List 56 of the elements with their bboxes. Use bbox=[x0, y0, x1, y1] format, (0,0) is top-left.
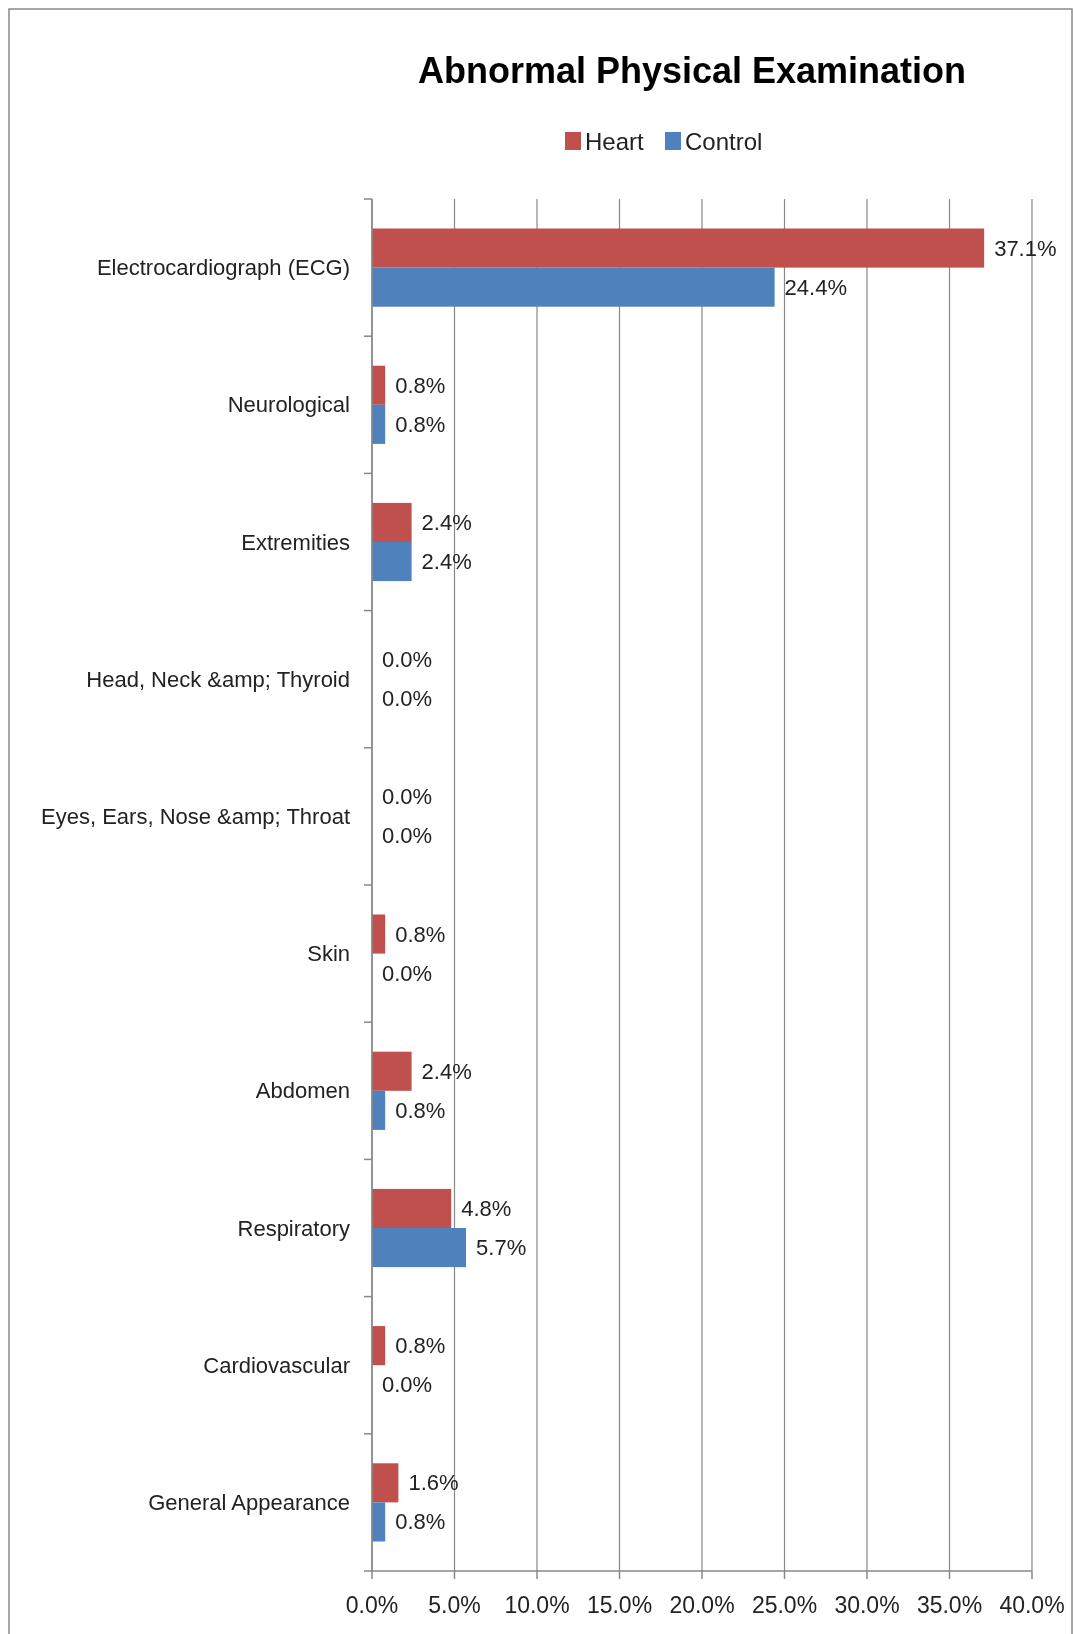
x-tick-label: 0.0% bbox=[345, 1592, 399, 1618]
data-label: 2.4% bbox=[421, 509, 472, 535]
legend-label: Heart bbox=[585, 127, 645, 155]
y-tick-label: Skin bbox=[307, 941, 350, 967]
data-label: 0.0% bbox=[382, 960, 433, 986]
data-label: 2.4% bbox=[421, 1058, 472, 1084]
data-label: 0.8% bbox=[395, 411, 446, 437]
y-tick-label: Cardiovascular bbox=[203, 1352, 350, 1378]
y-tick-label: Eyes, Ears, Nose &amp; Throat bbox=[41, 803, 350, 829]
data-label: 0.0% bbox=[382, 823, 433, 849]
y-tick-label: General Appearance bbox=[148, 1489, 350, 1515]
x-tick-label: 35.0% bbox=[916, 1592, 983, 1618]
data-label: 0.8% bbox=[395, 1509, 446, 1535]
data-label: 0.8% bbox=[395, 1333, 446, 1359]
chart-title: Abnormal Physical Examination bbox=[417, 49, 967, 91]
data-label: 2.4% bbox=[421, 549, 472, 575]
x-tick-label: 10.0% bbox=[504, 1592, 570, 1618]
bar bbox=[372, 1228, 467, 1268]
x-tick-label: 30.0% bbox=[834, 1592, 900, 1618]
y-tick-label: Abdomen bbox=[255, 1078, 350, 1104]
bar bbox=[372, 1090, 386, 1130]
bar bbox=[372, 228, 985, 268]
y-tick-label: Extremities bbox=[241, 529, 350, 555]
legend-label: Control bbox=[685, 127, 763, 155]
data-label: 1.6% bbox=[408, 1470, 459, 1496]
bar bbox=[372, 1502, 386, 1542]
data-label: 24.4% bbox=[784, 274, 847, 300]
bar bbox=[372, 502, 412, 542]
y-tick-label: Neurological bbox=[227, 392, 350, 418]
bar bbox=[372, 404, 386, 444]
y-tick-label: Head, Neck &amp; Thyroid bbox=[86, 666, 350, 692]
data-label: 0.0% bbox=[382, 784, 433, 810]
x-tick-label: 20.0% bbox=[669, 1592, 735, 1618]
data-label: 0.0% bbox=[382, 647, 433, 673]
data-label: 0.8% bbox=[395, 1097, 446, 1123]
x-tick-label: 25.0% bbox=[751, 1592, 818, 1618]
bar bbox=[372, 1463, 399, 1503]
bar bbox=[372, 1188, 452, 1228]
y-tick-label: Respiratory bbox=[237, 1215, 350, 1241]
bar bbox=[372, 914, 386, 954]
data-label: 0.0% bbox=[382, 686, 433, 712]
bar bbox=[372, 1051, 412, 1091]
bar bbox=[372, 365, 386, 405]
data-label: 4.8% bbox=[461, 1195, 512, 1221]
data-label: 0.8% bbox=[395, 372, 446, 398]
bar bbox=[372, 542, 412, 582]
x-tick-label: 40.0% bbox=[999, 1592, 1065, 1618]
y-tick-label: Electrocardiograph (ECG) bbox=[96, 255, 350, 281]
bar bbox=[372, 1326, 386, 1366]
data-label: 37.1% bbox=[994, 235, 1057, 261]
data-label: 5.7% bbox=[476, 1235, 527, 1261]
x-tick-label: 5.0% bbox=[428, 1592, 481, 1618]
bar bbox=[372, 267, 775, 307]
x-tick-label: 15.0% bbox=[586, 1592, 653, 1618]
data-label: 0.0% bbox=[382, 1372, 433, 1398]
data-label: 0.8% bbox=[395, 921, 446, 947]
